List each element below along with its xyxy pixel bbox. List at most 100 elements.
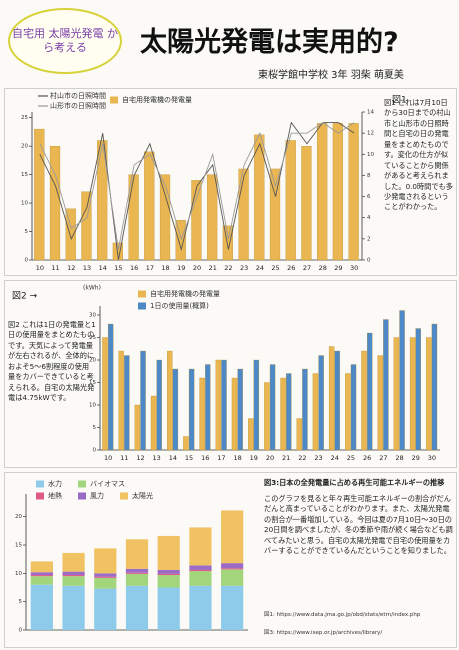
legend-swatch (78, 492, 86, 500)
bar-segment (30, 575, 53, 577)
x-tick-label: 17 (217, 454, 225, 462)
bar (269, 364, 276, 451)
bar (312, 373, 319, 451)
y-tick-label: 0 (93, 448, 97, 454)
bar (296, 418, 302, 451)
legend-swatch (120, 492, 128, 500)
bar (159, 174, 171, 261)
x-tick-label: 19 (250, 454, 258, 462)
bar (128, 174, 139, 261)
bar-segment (62, 552, 85, 572)
bar (172, 368, 179, 451)
y-tick-label: 25 (21, 115, 28, 121)
x-tick-label: 23 (240, 264, 248, 272)
bar (140, 350, 146, 451)
bar-segment (30, 572, 53, 576)
bar (231, 377, 238, 451)
panel-frame (4, 88, 457, 276)
y2-tick-label: 14 (367, 110, 374, 116)
x-tick-label: 26 (287, 264, 295, 272)
line-series (39, 121, 355, 261)
x-tick-label: 29 (334, 264, 342, 272)
bar (237, 368, 243, 451)
y-axis-label: (kWh) (83, 285, 101, 292)
x-tick-label: 25 (271, 264, 279, 272)
legend-label: 自宅用発電機の発電量 (122, 95, 192, 104)
x-tick-label: 18 (233, 454, 241, 462)
y-tick-label: 10 (21, 201, 28, 207)
page-title: 太陽光発電は実用的? (140, 27, 399, 58)
legend-label: バイオマス (90, 480, 125, 488)
header-bubble: 自宅用 太陽光発電 から考える (8, 8, 122, 74)
y-tick-label: 20 (21, 144, 28, 150)
bar-segment (94, 548, 117, 574)
y-tick-label: 20 (15, 514, 22, 520)
note-fig3-heading: 図3:日本の全発電量に占める再生可能エネルギーの推移 (264, 478, 445, 487)
bar (269, 168, 281, 261)
x-tick-label: 30 (428, 454, 436, 462)
reference: 図3: https://www.isep.or.jp/archives/libr… (264, 630, 383, 636)
x-tick-label: 20 (266, 454, 274, 462)
bar (350, 364, 357, 451)
legend-label: 自宅用発電機の発電量 (150, 289, 220, 298)
bar (393, 337, 400, 451)
x-tick-label: 24 (331, 454, 339, 462)
bar-segment (125, 573, 149, 586)
y-tick-label: 25 (89, 335, 96, 341)
bar (183, 436, 189, 451)
y-tick-label: 15 (89, 380, 96, 386)
bar (124, 355, 130, 451)
x-tick-label: 24 (256, 264, 264, 272)
x-tick-label: 26 (363, 454, 371, 462)
bar (215, 359, 222, 451)
bar (188, 368, 195, 451)
y2-tick-label: 4 (367, 215, 371, 221)
bar-segment (94, 577, 117, 589)
x-tick-label: 25 (347, 454, 355, 462)
y2-tick-label: 12 (367, 131, 374, 137)
x-tick-label: 14 (99, 264, 107, 272)
bar-segment (221, 585, 244, 630)
legend-label: 山形市の日照時間 (50, 101, 106, 110)
bar-segment (125, 568, 149, 573)
bar (399, 310, 405, 451)
y2-tick-label: 6 (367, 194, 371, 200)
bar (207, 174, 218, 261)
bar (199, 377, 205, 451)
x-tick-label: 21 (209, 264, 217, 272)
x-tick-label: 19 (177, 264, 185, 272)
bar (383, 319, 389, 451)
bar (97, 140, 108, 261)
bar (426, 337, 432, 451)
bar (285, 140, 296, 261)
x-tick-label: 28 (319, 264, 327, 272)
x-tick-label: 16 (130, 264, 138, 272)
bar (49, 146, 61, 261)
bar-segment (94, 573, 117, 577)
bar (409, 337, 416, 451)
legend-label: 村山市の日照時間 (50, 91, 106, 100)
bar (118, 350, 124, 451)
x-tick-label: 16 (201, 454, 209, 462)
bar-segment (30, 584, 53, 630)
legend-label: 地熱 (48, 491, 62, 500)
bar-segment (221, 568, 244, 570)
y-tick-label: 0 (25, 258, 29, 264)
bar (301, 146, 312, 261)
bar (205, 364, 211, 451)
panel-frame (4, 280, 457, 468)
legend-label: 水力 (48, 479, 62, 488)
bar-segment (189, 585, 212, 630)
x-tick-label: 12 (136, 454, 144, 462)
bar (377, 355, 383, 451)
figure-label: 図1 (392, 95, 407, 106)
x-tick-label: 13 (83, 264, 91, 272)
legend-swatch (36, 480, 44, 488)
x-tick-label: 18 (161, 264, 169, 272)
y2-tick-label: 10 (367, 152, 374, 158)
x-tick-label: 15 (185, 454, 193, 462)
y2-tick-label: 0 (367, 258, 371, 264)
x-tick-label: 21 (282, 454, 290, 462)
bar (334, 350, 341, 451)
